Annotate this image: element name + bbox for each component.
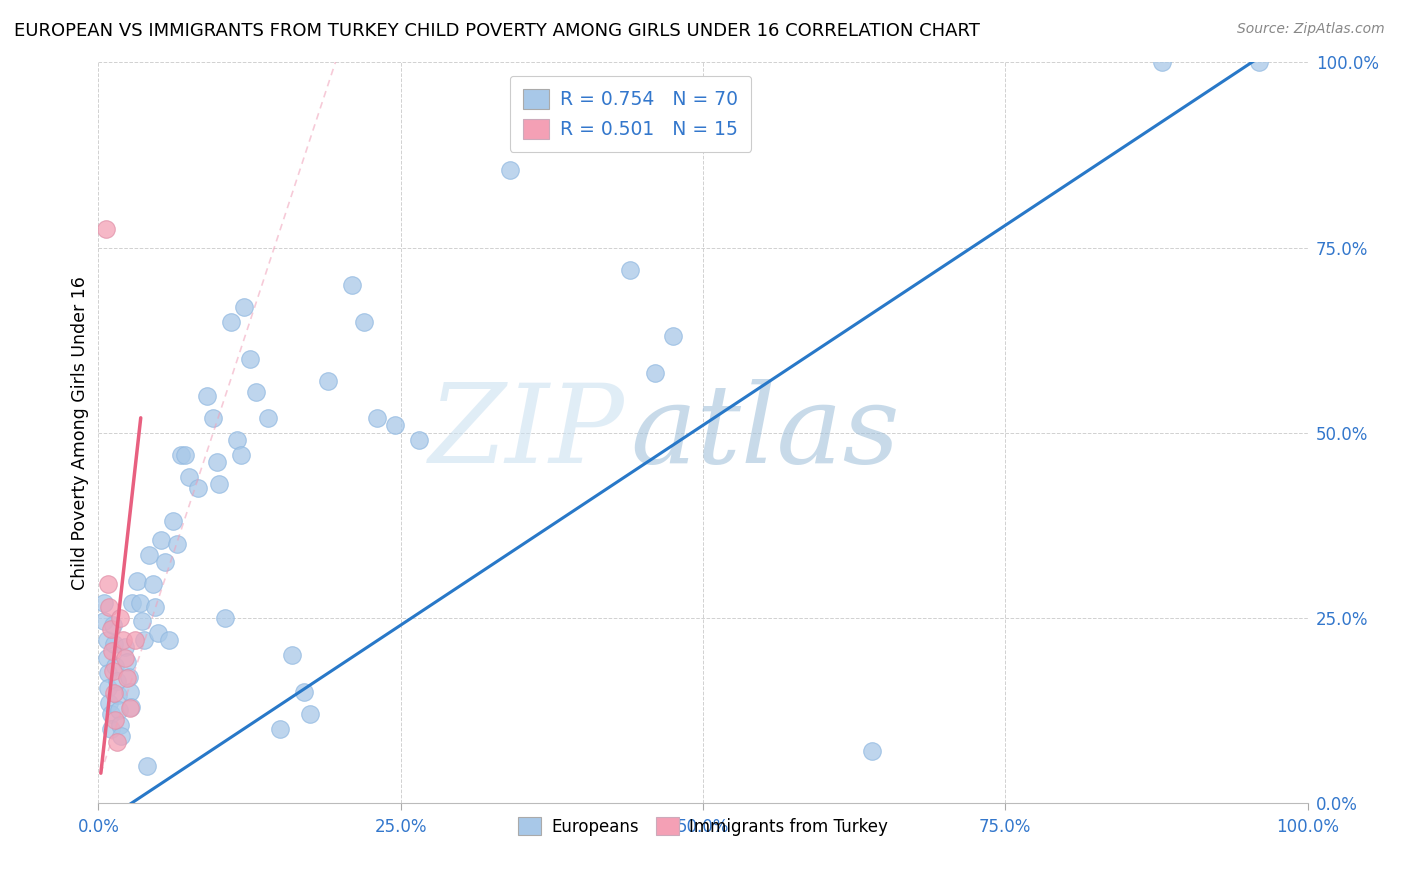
Point: [124, 632, 146, 647]
Point: [111, 632, 134, 647]
Point: [166, 536, 188, 550]
Point: [232, 300, 254, 314]
Point: [93, 596, 115, 610]
Point: [108, 610, 131, 624]
Point: [138, 548, 160, 562]
Point: [94, 222, 117, 236]
Point: [96, 632, 118, 647]
Point: [1249, 55, 1271, 70]
Point: [245, 384, 267, 399]
Point: [142, 577, 165, 591]
Point: [269, 722, 291, 736]
Point: [107, 689, 129, 703]
Point: [408, 433, 430, 447]
Point: [114, 651, 136, 665]
Point: [117, 672, 139, 686]
Point: [619, 262, 641, 277]
Point: [103, 686, 125, 700]
Point: [98, 599, 121, 614]
Point: [100, 706, 122, 721]
Point: [169, 448, 191, 462]
Point: [100, 622, 122, 636]
Point: [110, 729, 132, 743]
Point: [661, 329, 683, 343]
Point: [226, 433, 249, 447]
Point: [105, 735, 128, 749]
Point: [229, 448, 252, 462]
Point: [256, 410, 278, 425]
Point: [157, 632, 180, 647]
Point: [174, 448, 197, 462]
Point: [239, 351, 262, 366]
Point: [299, 706, 322, 721]
Point: [121, 596, 143, 610]
Text: ZIP: ZIP: [429, 379, 624, 486]
Point: [97, 666, 120, 681]
Point: [118, 685, 141, 699]
Point: [292, 685, 315, 699]
Point: [98, 696, 121, 710]
Point: [100, 644, 122, 658]
Point: [93, 615, 115, 629]
Legend: Europeans, Immigrants from Turkey: Europeans, Immigrants from Turkey: [512, 811, 894, 843]
Point: [108, 718, 131, 732]
Point: [108, 703, 131, 717]
Text: Source: ZipAtlas.com: Source: ZipAtlas.com: [1237, 22, 1385, 37]
Point: [281, 648, 304, 662]
Text: atlas: atlas: [630, 379, 900, 486]
Point: [104, 713, 127, 727]
Point: [114, 640, 136, 655]
Point: [860, 744, 883, 758]
Point: [104, 658, 127, 673]
Point: [187, 481, 209, 495]
Point: [103, 637, 125, 651]
Point: [366, 410, 388, 425]
Point: [195, 388, 218, 402]
Point: [105, 673, 128, 688]
Point: [205, 455, 228, 469]
Point: [97, 577, 120, 591]
Point: [128, 596, 150, 610]
Point: [342, 277, 364, 292]
Point: [117, 655, 139, 669]
Point: [101, 618, 124, 632]
Point: [384, 418, 406, 433]
Point: [100, 722, 122, 736]
Point: [150, 533, 173, 547]
Point: [644, 367, 666, 381]
Point: [1152, 55, 1174, 70]
Point: [97, 681, 120, 695]
Point: [214, 610, 236, 624]
Point: [316, 374, 339, 388]
Point: [118, 701, 141, 715]
Point: [135, 758, 157, 772]
Point: [162, 515, 184, 529]
Point: [202, 410, 225, 425]
Point: [153, 555, 176, 569]
Point: [118, 670, 141, 684]
Y-axis label: Child Poverty Among Girls Under 16: Child Poverty Among Girls Under 16: [70, 276, 89, 590]
Text: EUROPEAN VS IMMIGRANTS FROM TURKEY CHILD POVERTY AMONG GIRLS UNDER 16 CORRELATIO: EUROPEAN VS IMMIGRANTS FROM TURKEY CHILD…: [14, 22, 980, 40]
Point: [221, 314, 243, 328]
Point: [208, 477, 231, 491]
Point: [96, 651, 118, 665]
Point: [179, 470, 201, 484]
Point: [146, 625, 169, 640]
Point: [131, 615, 153, 629]
Point: [127, 574, 149, 588]
Point: [134, 632, 156, 647]
Point: [101, 664, 124, 678]
Point: [143, 599, 166, 614]
Point: [120, 699, 142, 714]
Point: [498, 162, 520, 177]
Point: [353, 314, 375, 328]
